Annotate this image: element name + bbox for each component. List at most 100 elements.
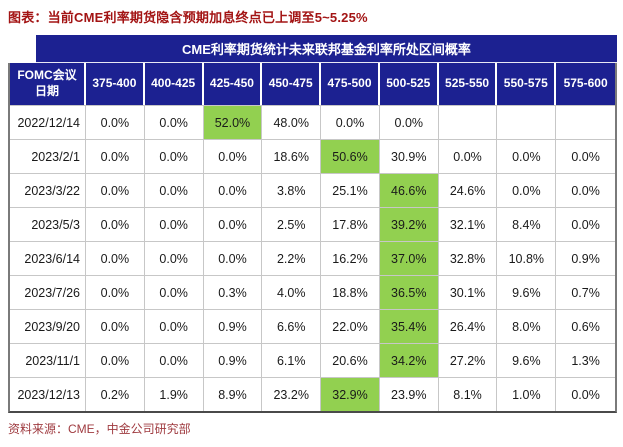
probability-cell-highlight: 52.0% [203,105,263,139]
probability-cell: 0.0% [438,139,498,173]
probability-cell: 30.1% [438,275,498,309]
probability-cell: 0.0% [86,241,145,275]
probability-table: FOMC会议 日期 375-400 400-425 425-450 450-475 475… [10,63,615,411]
figure-title: 图表：当前CME利率期货隐含预期加息终点已上调至5~5.25% [8,10,368,25]
probability-cell: 0.6% [556,309,615,343]
date-cell: 2023/2/1 [10,139,86,173]
probability-cell: 32.8% [438,241,498,275]
probability-cell: 18.8% [321,275,380,309]
probability-cell: 4.0% [262,275,322,309]
source-note: 资料来源：CME，中金公司研究部 [8,422,191,436]
probability-cell [556,105,615,139]
date-cell: 2023/6/14 [10,241,86,275]
column-header-fomc-date: FOMC会议 日期 [10,63,86,105]
probability-cell: 1.0% [497,377,557,411]
column-header-525-550: 525-550 [438,63,498,105]
column-header-575-600: 575-600 [556,63,615,105]
column-header-375-400: 375-400 [86,63,145,105]
probability-cell: 0.0% [203,241,263,275]
probability-cell: 0.7% [556,275,615,309]
probability-cell: 32.1% [438,207,498,241]
probability-cell: 0.0% [86,105,145,139]
probability-cell: 0.0% [556,173,615,207]
date-cell: 2023/3/22 [10,173,86,207]
date-cell: 2023/12/13 [10,377,86,411]
probability-cell: 23.2% [262,377,322,411]
probability-cell: 0.0% [144,241,204,275]
column-header-550-575: 550-575 [497,63,557,105]
probability-cell: 8.1% [438,377,498,411]
probability-cell-highlight: 46.6% [379,173,439,207]
probability-cell: 0.0% [203,207,263,241]
table-title-band: CME利率期货统计未来联邦基金利率所处区间概率 [36,35,617,63]
probability-cell: 26.4% [438,309,498,343]
column-header-425-450: 425-450 [203,63,263,105]
date-cell: 2023/7/26 [10,275,86,309]
probability-cell: 2.5% [262,207,322,241]
probability-cell: 0.0% [144,207,204,241]
date-cell: 2023/9/20 [10,309,86,343]
probability-cell: 0.0% [497,139,557,173]
probability-cell: 9.6% [497,275,557,309]
probability-cell-highlight: 35.4% [379,309,439,343]
probability-cell: 0.0% [321,105,380,139]
probability-cell: 0.3% [203,275,263,309]
probability-cell: 0.0% [86,173,145,207]
probability-cell: 23.9% [379,377,439,411]
probability-cell [497,105,557,139]
probability-cell: 6.6% [262,309,322,343]
probability-cell: 17.8% [321,207,380,241]
probability-cell: 30.9% [379,139,439,173]
probability-cell: 20.6% [321,343,380,377]
probability-cell: 0.2% [86,377,145,411]
probability-cell: 1.9% [144,377,204,411]
probability-cell: 27.2% [438,343,498,377]
probability-cell: 22.0% [321,309,380,343]
column-header-450-475: 450-475 [262,63,322,105]
probability-cell-highlight: 36.5% [379,275,439,309]
probability-cell: 0.0% [144,173,204,207]
probability-cell-highlight: 34.2% [379,343,439,377]
probability-cell: 6.1% [262,343,322,377]
probability-cell-highlight: 50.6% [321,139,380,173]
probability-cell: 0.0% [144,275,204,309]
probability-cell: 0.9% [203,309,263,343]
probability-cell: 16.2% [321,241,380,275]
probability-cell: 0.0% [144,139,204,173]
probability-cell: 8.0% [497,309,557,343]
probability-cell: 0.0% [86,343,145,377]
probability-cell: 0.0% [86,207,145,241]
probability-cell [438,105,498,139]
probability-cell: 0.0% [144,309,204,343]
probability-cell: 18.6% [262,139,322,173]
probability-cell: 48.0% [262,105,322,139]
probability-cell: 0.0% [203,173,263,207]
probability-cell: 24.6% [438,173,498,207]
probability-cell: 3.8% [262,173,322,207]
column-header-475-500: 475-500 [321,63,380,105]
probability-cell: 0.0% [497,173,557,207]
probability-cell: 2.2% [262,241,322,275]
probability-cell: 0.0% [556,207,615,241]
probability-cell: 8.4% [497,207,557,241]
probability-table-frame: FOMC会议 日期 375-400 400-425 425-450 450-475 475… [8,63,617,413]
probability-cell: 0.0% [556,139,615,173]
probability-cell: 25.1% [321,173,380,207]
probability-cell: 0.0% [86,275,145,309]
probability-cell: 0.0% [379,105,439,139]
date-cell: 2023/11/1 [10,343,86,377]
probability-cell: 1.3% [556,343,615,377]
probability-cell: 0.9% [556,241,615,275]
probability-cell: 0.0% [203,139,263,173]
probability-cell: 0.0% [86,139,145,173]
probability-cell-highlight: 39.2% [379,207,439,241]
column-header-500-525: 500-525 [379,63,439,105]
probability-cell: 0.0% [86,309,145,343]
probability-cell: 0.0% [144,343,204,377]
date-cell: 2023/5/3 [10,207,86,241]
probability-cell: 8.9% [203,377,263,411]
probability-cell: 0.0% [144,105,204,139]
probability-cell: 9.6% [497,343,557,377]
probability-cell-highlight: 32.9% [321,377,380,411]
